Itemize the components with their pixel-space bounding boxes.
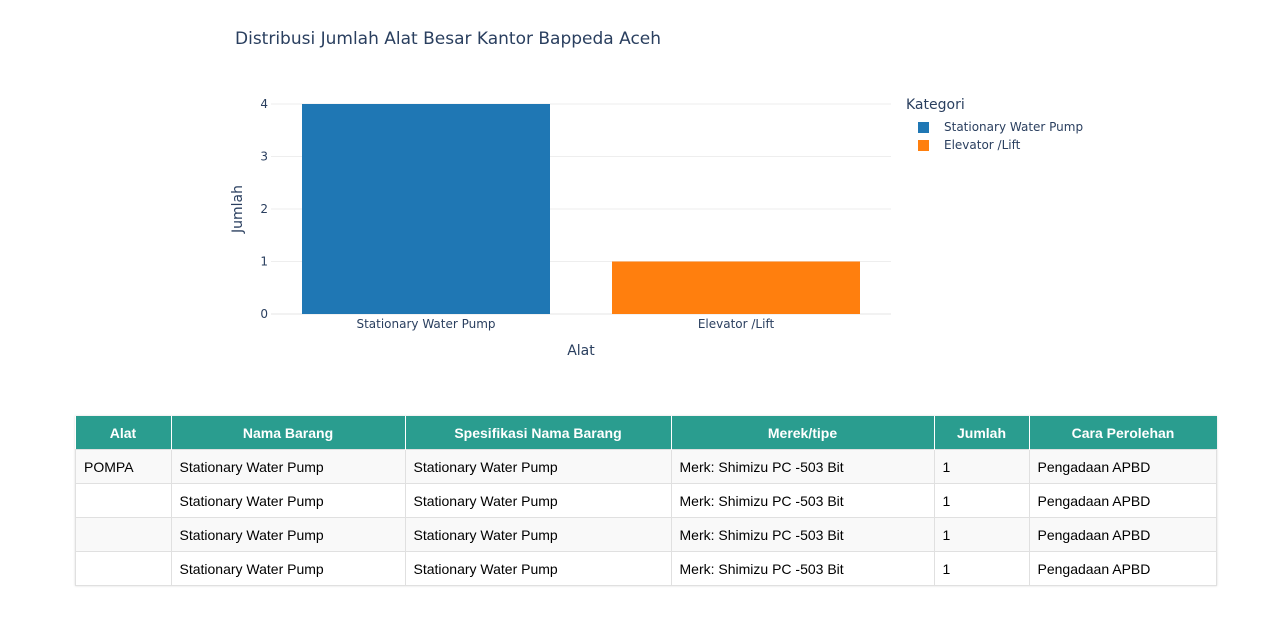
legend-item-elevator-lift[interactable]: Elevator /Lift (906, 136, 1083, 154)
cell-merek-tipe: Merk: Shimizu PC -503 Bit (670, 449, 935, 484)
cell-alat (75, 517, 172, 552)
chart-area: Distribusi Jumlah Alat Besar Kantor Bapp… (230, 29, 1083, 359)
legend-label: Elevator /Lift (944, 138, 1021, 152)
legend: Kategori Stationary Water Pump Elevator … (906, 97, 1083, 154)
cell-cara-perolehan: Pengadaan APBD (1028, 551, 1217, 586)
cell-jumlah: 1 (933, 551, 1030, 586)
table-header-row: Alat Nama Barang Spesifikasi Nama Barang… (75, 416, 1217, 450)
y-axis-label: Jumlah (230, 185, 246, 234)
header-cara-perolehan: Cara Perolehan (1029, 416, 1217, 450)
table-row: Stationary Water Pump Stationary Water P… (75, 483, 1217, 518)
cell-spesifikasi: Stationary Water Pump (404, 551, 672, 586)
cell-cara-perolehan: Pengadaan APBD (1028, 449, 1217, 484)
header-alat: Alat (75, 416, 172, 450)
y-tick-label: 4 (260, 97, 268, 111)
table-row: POMPA Stationary Water Pump Stationary W… (75, 449, 1217, 484)
legend-item-stationary-water-pump[interactable]: Stationary Water Pump (906, 118, 1083, 136)
y-tick-label: 3 (260, 150, 268, 164)
header-merek-tipe: Merek/tipe (671, 416, 935, 450)
legend-swatch (918, 139, 929, 151)
header-nama-barang: Nama Barang (171, 416, 406, 450)
cell-spesifikasi: Stationary Water Pump (404, 483, 672, 518)
x-tick-label: Stationary Water Pump (356, 317, 495, 331)
cell-alat (75, 551, 172, 586)
cell-spesifikasi: Stationary Water Pump (404, 449, 672, 484)
cell-merek-tipe: Merk: Shimizu PC -503 Bit (670, 551, 935, 586)
legend-title: Kategori (906, 97, 965, 113)
cell-jumlah: 1 (933, 517, 1030, 552)
bar-stationary-water-pump (302, 104, 550, 314)
legend-label: Stationary Water Pump (944, 120, 1084, 134)
equipment-table: Alat Nama Barang Spesifikasi Nama Barang… (75, 416, 1217, 586)
x-tick-label: Elevator /Lift (698, 317, 775, 331)
cell-nama-barang: Stationary Water Pump (170, 517, 406, 552)
cell-nama-barang: Stationary Water Pump (170, 449, 406, 484)
cell-merek-tipe: Merk: Shimizu PC -503 Bit (670, 483, 935, 518)
chart-title: Distribusi Jumlah Alat Besar Kantor Bapp… (235, 29, 661, 49)
header-spesifikasi: Spesifikasi Nama Barang (405, 416, 672, 450)
table-row: Stationary Water Pump Stationary Water P… (75, 551, 1217, 586)
cell-cara-perolehan: Pengadaan APBD (1028, 483, 1217, 518)
cell-jumlah: 1 (933, 449, 1030, 484)
x-axis-label: Alat (567, 343, 595, 359)
cell-alat: POMPA (75, 449, 172, 484)
cell-alat (75, 483, 172, 518)
y-tick-label: 2 (260, 202, 268, 216)
y-tick-label: 0 (260, 307, 268, 321)
bar-elevator-lift (612, 261, 860, 314)
cell-spesifikasi: Stationary Water Pump (404, 517, 672, 552)
cell-jumlah: 1 (933, 483, 1030, 518)
y-tick-label: 1 (260, 255, 268, 269)
bar-chart: Distribusi Jumlah Alat Besar Kantor Bapp… (230, 29, 891, 359)
cell-cara-perolehan: Pengadaan APBD (1028, 517, 1217, 552)
cell-nama-barang: Stationary Water Pump (170, 551, 406, 586)
table-row: Stationary Water Pump Stationary Water P… (75, 517, 1217, 552)
legend-swatch (918, 121, 929, 133)
header-jumlah: Jumlah (934, 416, 1030, 450)
cell-merek-tipe: Merk: Shimizu PC -503 Bit (670, 517, 935, 552)
cell-nama-barang: Stationary Water Pump (170, 483, 406, 518)
